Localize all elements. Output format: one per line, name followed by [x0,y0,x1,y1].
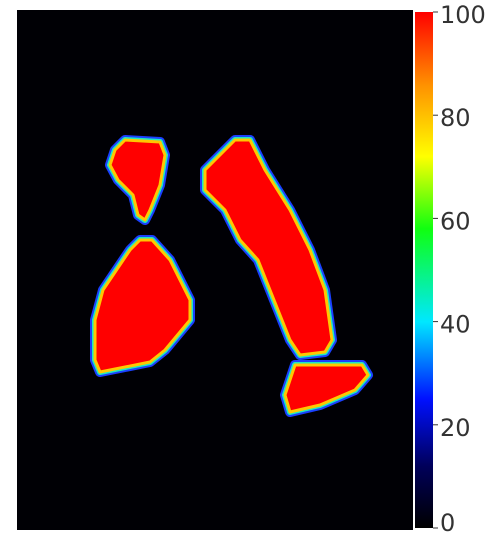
image [17,10,413,530]
colorbar-tick-label: 80 [440,104,471,132]
colorbar-tick-label: 0 [440,509,455,537]
colorbar-tick-label: 100 [440,1,486,29]
colorbar [415,12,433,528]
figure: 0 20 40 60 80 100 [0,0,487,541]
colorbar-tick-label: 40 [440,311,471,339]
colorbar-tick-label: 20 [440,414,471,442]
colorbar-tick-label: 60 [440,207,471,235]
image-background [17,10,413,530]
